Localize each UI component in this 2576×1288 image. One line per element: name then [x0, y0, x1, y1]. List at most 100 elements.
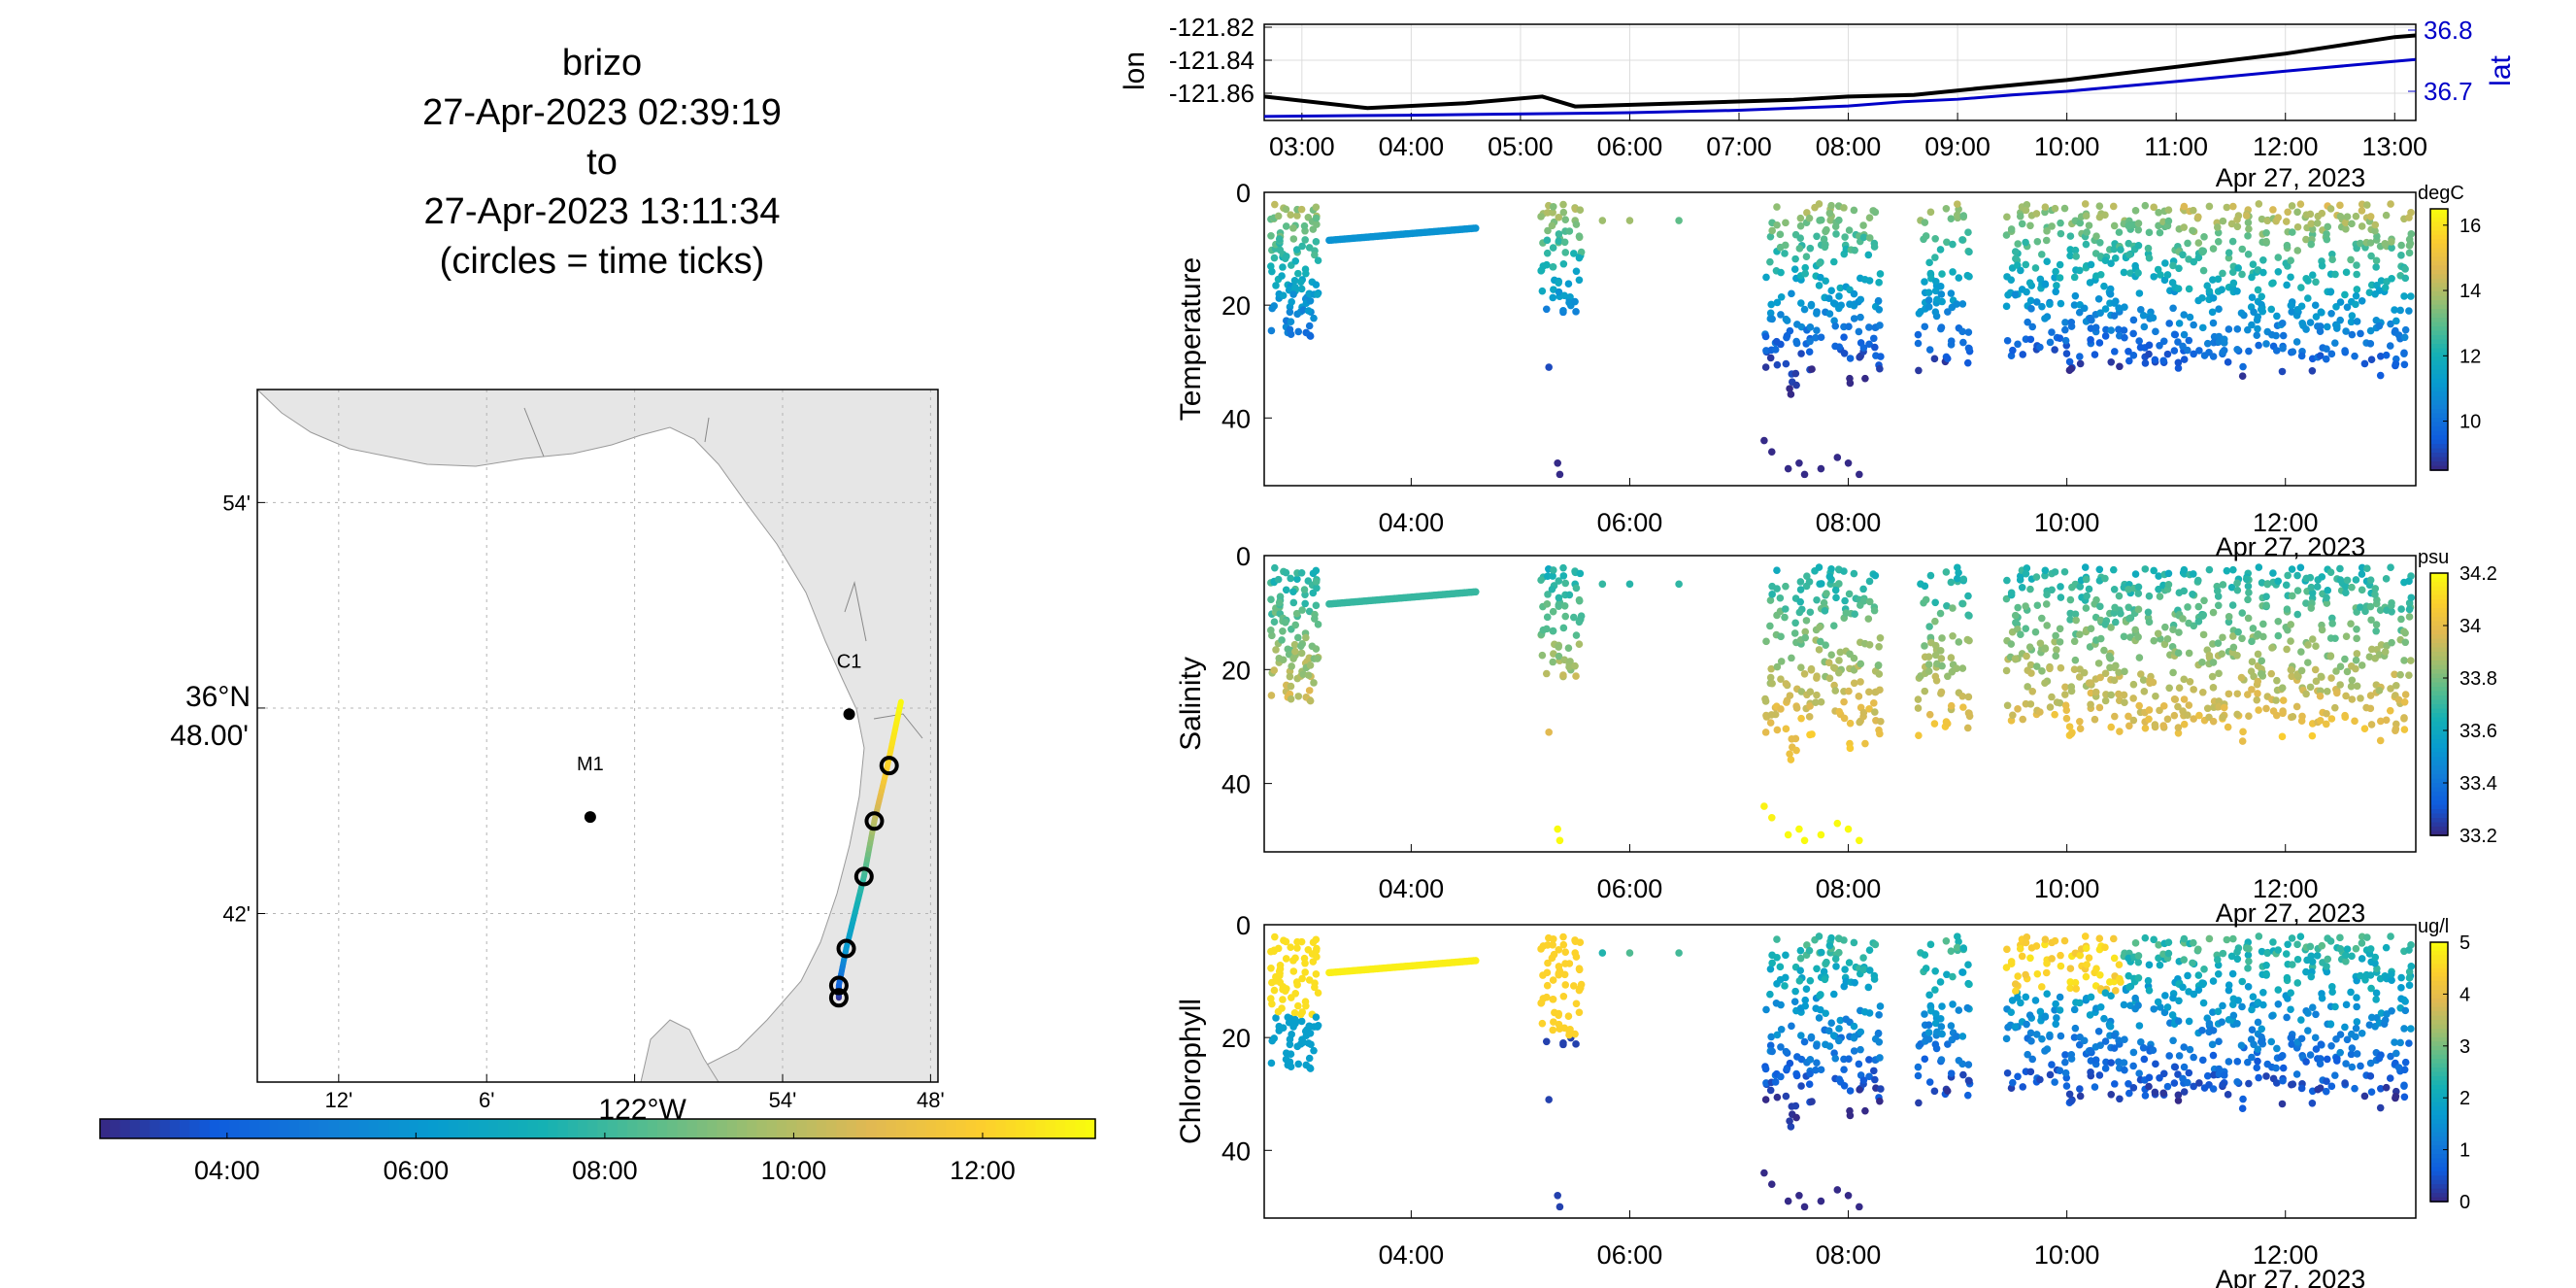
data-point — [2262, 1072, 2270, 1080]
data-point — [2296, 563, 2305, 572]
data-point — [2347, 988, 2355, 997]
data-point — [2209, 276, 2217, 284]
data-point — [1773, 953, 1781, 962]
data-point — [1282, 586, 1290, 594]
colorbar-cell — [2430, 1033, 2448, 1038]
data-point — [1815, 646, 1823, 654]
data-point — [2075, 673, 2084, 681]
data-point — [2391, 1038, 2398, 1046]
colorbar-cell — [2430, 256, 2448, 262]
colorbar-cell — [557, 1119, 569, 1138]
data-point — [2165, 320, 2173, 327]
data-point — [1831, 222, 1840, 231]
colorbar-cell — [2430, 626, 2448, 631]
data-point — [2316, 327, 2325, 336]
data-point — [2007, 276, 2016, 284]
data-point — [2156, 341, 2163, 350]
data-point — [1575, 640, 1584, 648]
data-point — [1925, 710, 1934, 719]
data-point — [1787, 756, 1795, 763]
data-point — [2248, 637, 2256, 646]
data-point — [2116, 362, 2124, 371]
data-point — [1543, 625, 1551, 633]
data-point — [2293, 587, 2302, 594]
data-point — [2072, 985, 2080, 993]
data-point — [1289, 588, 1297, 596]
data-point — [2032, 573, 2041, 581]
data-point — [2336, 298, 2345, 306]
data-point — [2151, 1088, 2159, 1097]
data-point — [2186, 1045, 2194, 1054]
data-point — [1561, 612, 1570, 621]
data-point — [2101, 696, 2110, 705]
data-point — [1773, 1031, 1782, 1039]
data-point — [2352, 576, 2360, 584]
data-point — [2198, 659, 2206, 666]
data-point — [1566, 1026, 1574, 1034]
data-point — [2071, 246, 2080, 254]
data-point — [2190, 715, 2197, 723]
data-point — [1813, 309, 1821, 318]
data-point — [1312, 645, 1321, 653]
data-point — [2129, 329, 2137, 338]
data-point — [2145, 341, 2154, 350]
data-point — [2366, 945, 2375, 953]
data-point — [2327, 614, 2336, 623]
data-point — [2023, 201, 2031, 209]
data-point — [1270, 986, 1279, 995]
data-point — [1871, 708, 1879, 716]
colorbar-cell — [2430, 1128, 2448, 1134]
data-point — [1930, 1087, 1939, 1096]
data-point — [2145, 592, 2154, 600]
colorbar-cell — [2430, 989, 2448, 996]
data-point — [1777, 658, 1786, 665]
data-point — [2371, 220, 2380, 229]
data-point — [1548, 585, 1556, 593]
data-point — [1279, 996, 1287, 1003]
data-point — [2342, 589, 2350, 597]
data-point — [2107, 259, 2115, 267]
data-point — [2124, 712, 2132, 721]
data-point — [2229, 202, 2237, 211]
data-point — [1270, 254, 1279, 262]
data-point — [1857, 1028, 1865, 1036]
data-point — [2174, 702, 2182, 711]
data-point — [2051, 274, 2058, 282]
colorbar-cell — [686, 1119, 698, 1138]
data-point — [1267, 627, 1275, 634]
data-point — [1859, 954, 1867, 962]
data-point — [2316, 1084, 2325, 1092]
data-point — [2056, 698, 2064, 707]
data-point — [1825, 941, 1834, 950]
data-point — [1570, 250, 1578, 257]
data-point — [1931, 672, 1940, 681]
data-point — [2028, 1055, 2037, 1064]
data-point — [1549, 607, 1557, 616]
data-point — [2326, 652, 2335, 660]
data-point — [2279, 344, 2287, 353]
data-point — [2332, 1035, 2340, 1043]
data-point — [1282, 937, 1290, 946]
data-point — [2304, 1009, 2312, 1017]
data-point — [1841, 233, 1849, 241]
data-point — [2203, 339, 2212, 348]
data-point — [1270, 666, 1279, 674]
data-point — [2239, 728, 2247, 736]
colorbar-cell — [2430, 422, 2448, 427]
data-point — [2352, 944, 2360, 953]
data-point — [1782, 680, 1790, 688]
data-point — [2071, 978, 2080, 987]
data-point — [1865, 323, 1873, 331]
data-point — [1947, 947, 1956, 955]
data-point — [1675, 217, 1683, 224]
data-point — [2200, 233, 2208, 241]
data-point — [1292, 609, 1301, 618]
colorbar-cell — [2430, 743, 2448, 749]
data-point — [2400, 697, 2409, 706]
colorbar-cell — [618, 1119, 629, 1138]
data-point — [2120, 1000, 2128, 1009]
colorbar-cell — [398, 1119, 410, 1138]
data-point — [2043, 622, 2051, 629]
data-point — [2046, 1070, 2055, 1079]
data-point — [2145, 986, 2154, 995]
